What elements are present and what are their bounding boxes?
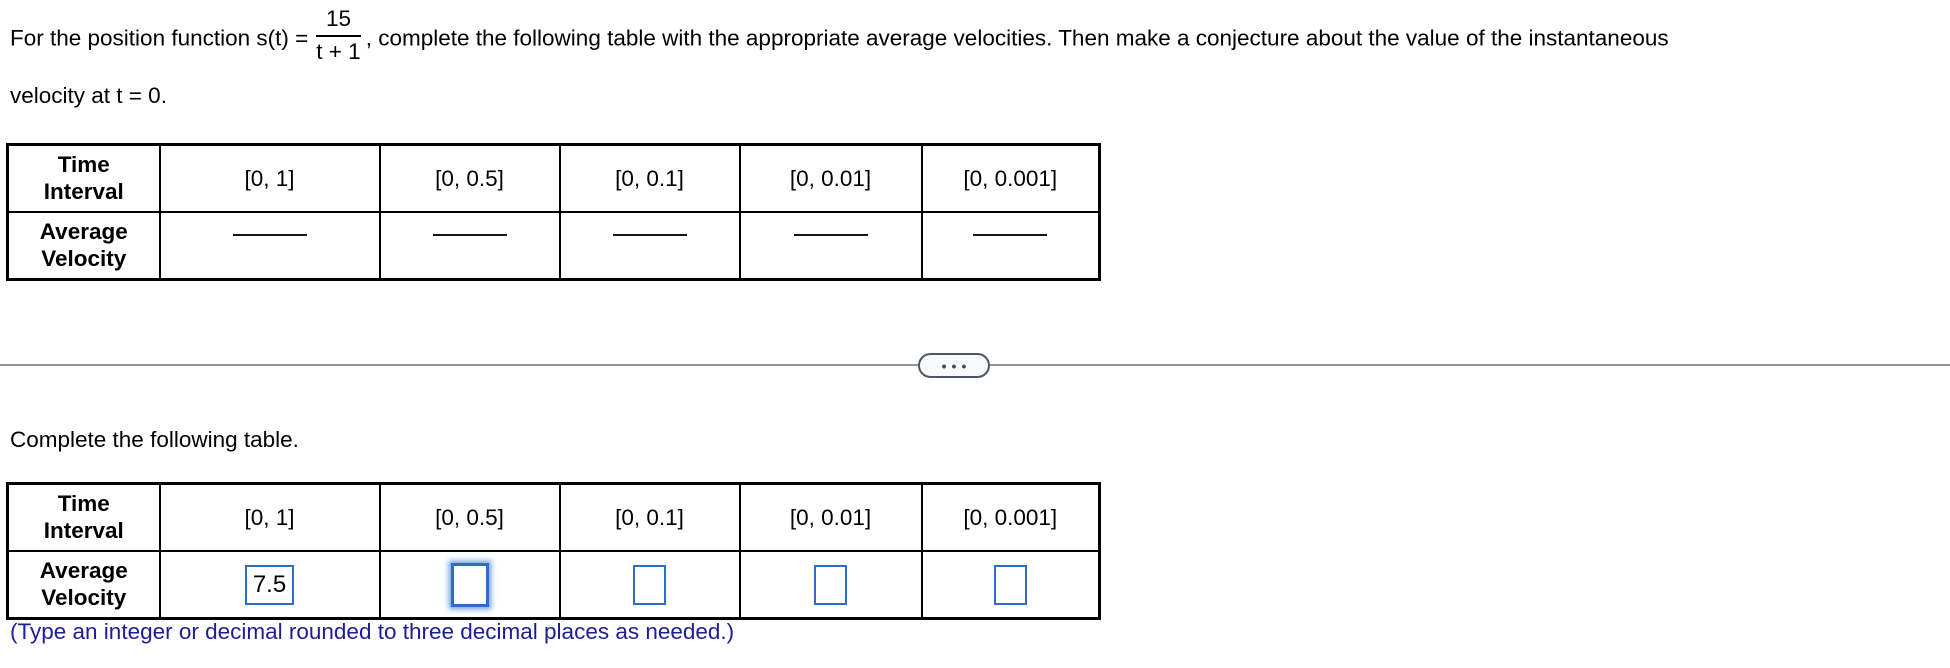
average-velocity-input-1[interactable]: [245, 564, 294, 605]
table-row: Time Interval [0, 1] [0, 0.5] [0, 0.1] […: [6, 482, 1101, 552]
answer-cell: [558, 550, 741, 620]
interval-cell: [0, 0.5]: [378, 482, 561, 552]
interval-cell: [0, 0.01]: [738, 143, 923, 213]
blank-value-cell: [558, 211, 741, 281]
average-velocity-input-3[interactable]: [633, 564, 666, 605]
expand-divider-button[interactable]: •••: [918, 353, 990, 378]
average-velocity-input-5[interactable]: [993, 564, 1027, 605]
problem-line-2: velocity at t = 0.: [10, 82, 167, 108]
time-interval-header: Time Interval: [6, 143, 161, 213]
answer-cell: [378, 550, 561, 620]
ellipsis-icon: •••: [941, 357, 972, 374]
blank-line: [432, 233, 507, 236]
problem-statement: For the position function s(t) = 15 t + 1,…: [10, 6, 1930, 110]
average-velocity-input-4[interactable]: [814, 564, 847, 605]
average-velocity-header: Average Velocity: [6, 211, 161, 281]
blank-line: [793, 233, 868, 236]
table-row: Average Velocity: [6, 550, 1101, 620]
table-row: Average Velocity: [6, 211, 1101, 281]
time-interval-header: Time Interval: [6, 482, 161, 552]
problem-text-before-fraction: For the position function s(t) =: [10, 25, 309, 51]
fraction-denominator: t + 1: [316, 38, 361, 64]
answer-instruction: Complete the following table.: [10, 427, 299, 452]
interval-cell: [0, 0.001]: [920, 143, 1101, 213]
blank-value-cell: [738, 211, 923, 281]
interval-cell: [0, 1]: [158, 482, 381, 552]
fraction-numerator: 15: [316, 6, 361, 37]
blank-value-cell: [158, 211, 381, 281]
problem-line-1: For the position function s(t) = 15 t + 1,…: [10, 6, 1930, 73]
blank-value-cell: [378, 211, 561, 281]
answer-cell: [920, 550, 1101, 620]
interval-cell: [0, 0.1]: [558, 482, 741, 552]
interval-cell: [0, 0.001]: [920, 482, 1101, 552]
interval-cell: [0, 0.5]: [378, 143, 561, 213]
fraction: 15 t + 1: [316, 6, 361, 65]
blank-value-cell: [920, 211, 1101, 281]
answer-format-hint: (Type an integer or decimal rounded to t…: [10, 619, 735, 644]
blank-line: [973, 233, 1048, 236]
blank-line: [232, 233, 307, 236]
average-velocity-header: Average Velocity: [6, 550, 161, 620]
interval-cell: [0, 1]: [158, 143, 381, 213]
average-velocity-input-2[interactable]: [450, 562, 489, 607]
answer-table: Time Interval [0, 1] [0, 0.5] [0, 0.1] […: [6, 482, 1101, 620]
problem-text-after-fraction: , complete the following table with the …: [365, 25, 1669, 51]
problem-table: Time Interval [0, 1] [0, 0.5] [0, 0.1] […: [6, 143, 1101, 281]
interval-cell: [0, 0.01]: [738, 482, 923, 552]
interval-cell: [0, 0.1]: [558, 143, 741, 213]
blank-line: [612, 233, 687, 236]
answer-cell: [738, 550, 923, 620]
answer-cell: [158, 550, 381, 620]
table-row: Time Interval [0, 1] [0, 0.5] [0, 0.1] […: [6, 143, 1101, 213]
